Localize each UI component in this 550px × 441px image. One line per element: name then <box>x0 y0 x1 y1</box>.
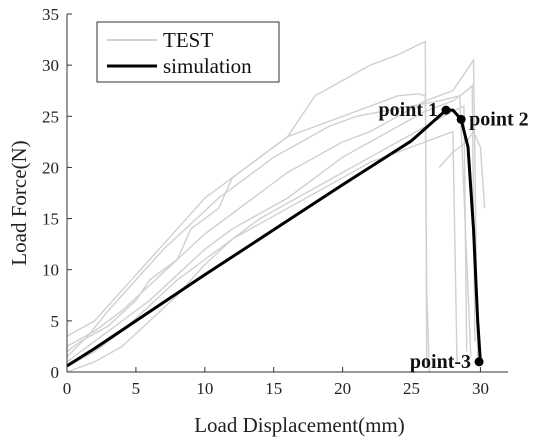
legend: TEST simulation <box>96 21 280 83</box>
x-tick-label: 25 <box>403 379 420 398</box>
simulation-line <box>66 108 482 368</box>
y-tick-label: 10 <box>42 261 59 280</box>
annotation-point-2 <box>456 114 466 124</box>
test-curve-2 <box>66 40 428 367</box>
legend-box <box>96 21 280 83</box>
annotation-label-1: point 1 <box>379 99 438 121</box>
test-series-group <box>66 40 486 373</box>
test-curve-6 <box>66 130 458 373</box>
test-curve-5 <box>66 57 479 362</box>
x-axis-label: Load Displacement(mm) <box>194 413 405 437</box>
test-curve-4 <box>66 84 476 363</box>
x-tick-label: 20 <box>334 379 351 398</box>
y-tick-label: 20 <box>42 158 59 177</box>
y-tick-label: 15 <box>42 210 59 229</box>
annotation-point-3 <box>474 357 484 367</box>
legend-label-simulation: simulation <box>163 54 252 78</box>
annotation-label-3: point-3 <box>410 351 471 373</box>
y-axis-label: Load Force(N) <box>7 140 31 265</box>
test-curve-7 <box>66 94 472 358</box>
annotation-label-2: point 2 <box>469 108 528 130</box>
x-tick-label: 10 <box>196 379 213 398</box>
axes <box>66 13 508 373</box>
annotation-point-1 <box>441 105 451 115</box>
y-tick-label: 35 <box>42 5 59 24</box>
y-tick-label: 0 <box>51 363 60 382</box>
x-tick-label: 5 <box>132 379 141 398</box>
annotations: point 1 point 2 point-3 <box>379 99 529 373</box>
x-tick-label: 15 <box>265 379 282 398</box>
y-tick-label: 30 <box>42 56 59 75</box>
x-tick-label: 30 <box>472 379 489 398</box>
tick-labels: 0 5 10 15 20 25 30 0 5 10 15 20 25 30 35 <box>42 5 489 398</box>
simulation-series-group <box>66 108 482 368</box>
x-tick-label: 0 <box>63 379 72 398</box>
y-tick-label: 25 <box>42 107 59 126</box>
legend-label-test: TEST <box>163 28 213 52</box>
y-tick-label: 5 <box>51 312 60 331</box>
test-curve-8 <box>438 130 486 209</box>
